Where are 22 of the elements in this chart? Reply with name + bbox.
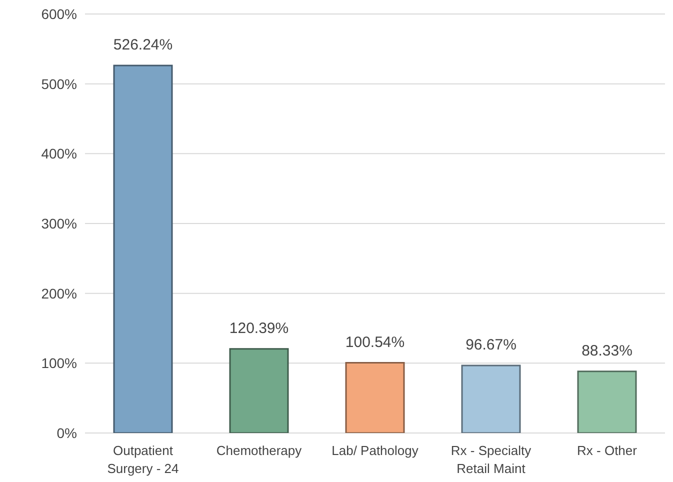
y-tick-label: 100% — [41, 355, 77, 372]
x-tick-label: Lab/ Pathology — [332, 443, 419, 458]
y-tick-label: 500% — [41, 76, 77, 92]
y-tick-label: 400% — [41, 146, 77, 162]
y-tick-label: 200% — [41, 285, 77, 302]
bar — [113, 64, 173, 433]
x-tick-label: Rx - Specialty Retail Maint — [450, 443, 532, 476]
data-label: 88.33% — [582, 342, 632, 360]
bar — [461, 364, 521, 433]
bar — [577, 370, 637, 433]
data-label: 120.39% — [229, 320, 289, 337]
bar — [345, 362, 405, 433]
data-label: 526.24% — [113, 36, 173, 54]
bar — [229, 348, 289, 433]
data-label: 96.67% — [466, 336, 516, 354]
y-tick-label: 600% — [41, 6, 77, 22]
x-tick-label: Rx - Other — [577, 443, 638, 458]
data-label: 100.54% — [345, 334, 405, 351]
x-tick-label: Outpatient Surgery - 24 — [107, 443, 179, 476]
y-tick-label: 0% — [56, 424, 77, 441]
x-tick-label: Chemotherapy — [216, 443, 302, 458]
y-tick-label: 300% — [41, 215, 77, 232]
